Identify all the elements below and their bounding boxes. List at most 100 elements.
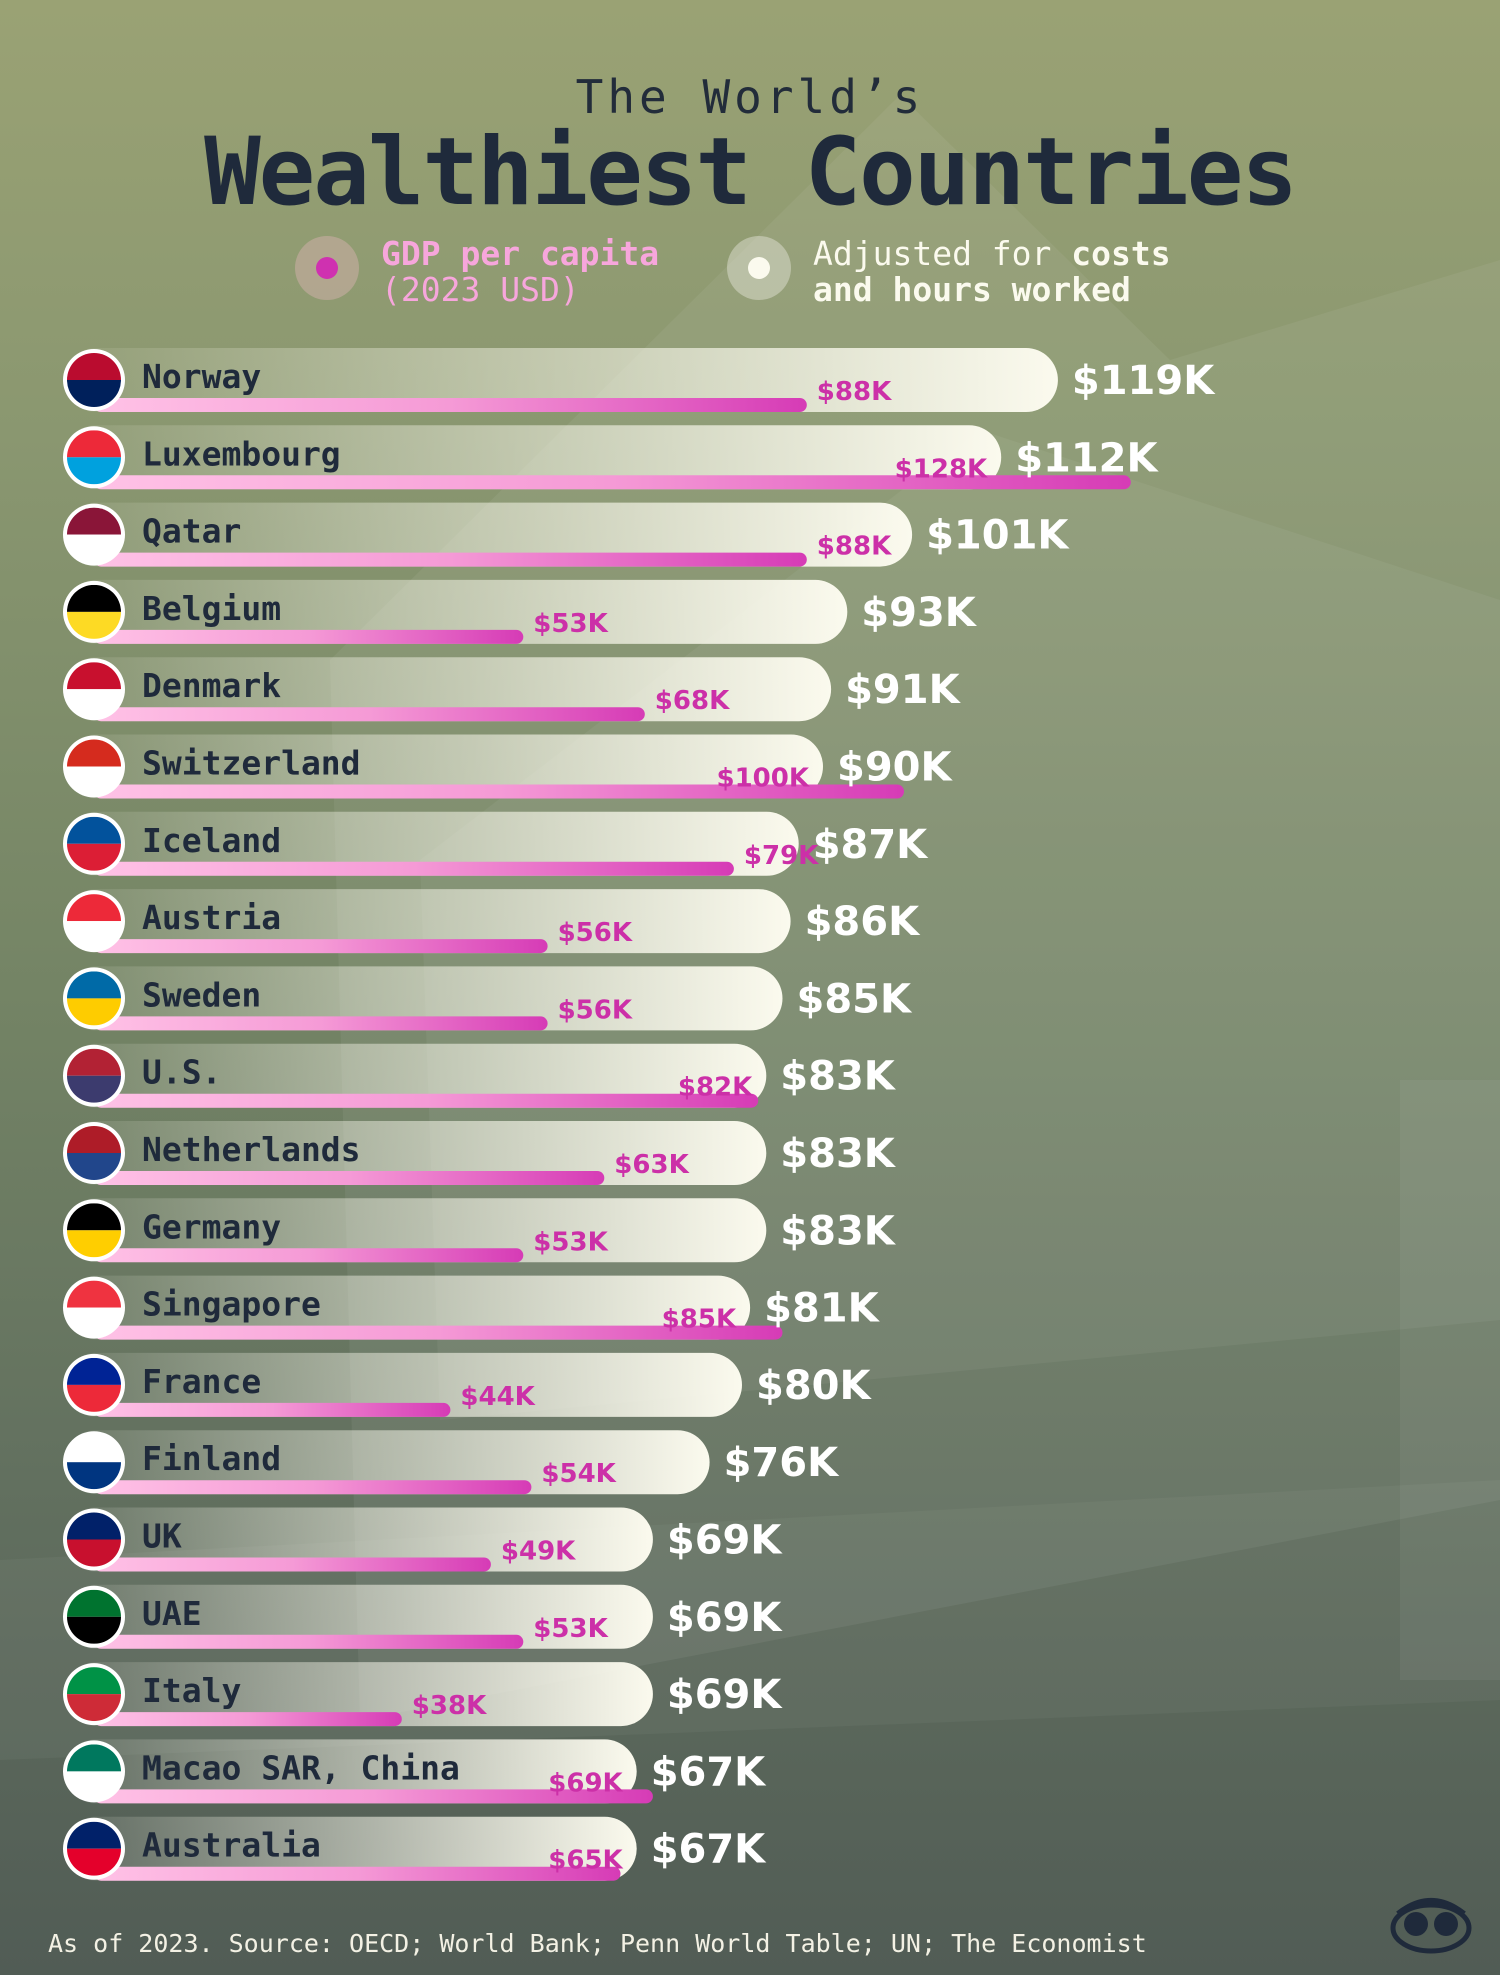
adjusted-value-label: $80K xyxy=(756,1363,872,1409)
gdp-bar xyxy=(94,707,645,722)
bar-row-switzerland: Switzerland $90K $100K xyxy=(63,734,953,799)
gdp-value-label: $49K xyxy=(501,1537,576,1567)
bar-row-belgium: Belgium $93K $53K xyxy=(63,579,978,644)
adjusted-bar xyxy=(64,811,799,876)
bar-row-australia: Australia $67K $65K xyxy=(63,1816,767,1881)
adjusted-bar xyxy=(64,1043,767,1108)
bar-row-sweden: Sweden $85K $56K xyxy=(63,966,913,1031)
country-label: Luxembourg xyxy=(142,434,341,473)
adjusted-value-label: $90K xyxy=(837,745,953,791)
adjusted-bar xyxy=(64,1352,742,1417)
gdp-bar xyxy=(94,1248,524,1263)
adjusted-bar xyxy=(64,348,1058,412)
adjusted-value-label: $101K xyxy=(926,513,1070,559)
bar-row-qatar: Qatar $101K $88K xyxy=(63,502,1070,567)
legend-gdp-dot-icon xyxy=(295,236,359,300)
legend-adjusted-dot-icon xyxy=(727,236,791,300)
adjusted-value-label: $87K xyxy=(813,822,929,868)
legend-adjusted-line2: and hours worked xyxy=(813,270,1131,309)
country-label: Netherlands xyxy=(142,1130,361,1169)
country-label: Germany xyxy=(142,1207,281,1246)
bar-row-netherlands: Netherlands $83K $63K xyxy=(63,1121,897,1185)
legend-gdp-label: GDP per capita (2023 USD) xyxy=(381,236,659,308)
adjusted-value-label: $119K xyxy=(1072,358,1216,404)
flag-icon xyxy=(63,1740,125,1803)
gdp-bar xyxy=(94,1093,759,1108)
gdp-bar xyxy=(94,1634,524,1649)
gdp-value-label: $100K xyxy=(716,764,809,794)
adjusted-value-label: $81K xyxy=(764,1286,880,1332)
gdp-value-label: $44K xyxy=(460,1382,535,1412)
gdp-bar xyxy=(94,1866,621,1881)
adjusted-value-label: $85K xyxy=(797,976,913,1022)
adjusted-bar xyxy=(64,889,791,954)
flag-icon xyxy=(63,349,125,411)
gdp-bar xyxy=(94,552,807,567)
adjusted-bar xyxy=(64,1584,653,1649)
bar-row-finland: Finland $76K $54K xyxy=(63,1430,840,1495)
adjusted-bar xyxy=(64,1198,767,1263)
bar-row-uk: UK $69K $49K xyxy=(63,1507,783,1572)
gdp-value-label: $56K xyxy=(558,995,633,1025)
flag-icon xyxy=(63,1353,125,1416)
country-label: Denmark xyxy=(142,666,281,705)
country-label: Belgium xyxy=(142,589,281,628)
adjusted-value-label: $76K xyxy=(724,1440,840,1486)
gdp-bar xyxy=(94,1171,605,1185)
bar-row-uae: UAE $69K $53K xyxy=(63,1584,783,1649)
gdp-value-label: $63K xyxy=(614,1150,689,1180)
publisher-logo-icon xyxy=(1390,1898,1472,1954)
adjusted-bar xyxy=(64,1662,653,1727)
adjusted-value-label: $69K xyxy=(667,1518,783,1564)
country-label: Norway xyxy=(142,357,261,396)
flag-icon xyxy=(63,890,125,953)
adjusted-value-label: $83K xyxy=(780,1208,896,1254)
adjusted-value-label: $83K xyxy=(780,1131,896,1177)
bar-row-france: France $80K $44K xyxy=(63,1352,872,1417)
legend-adjusted-bold: costs xyxy=(1071,234,1171,273)
country-label: Sweden xyxy=(142,975,261,1014)
legend-gdp-line2: (2023 USD) xyxy=(381,270,580,309)
adjusted-bar xyxy=(64,425,1002,490)
country-label: U.S. xyxy=(142,1053,221,1092)
bar-row-iceland: Iceland $87K$79K xyxy=(63,811,929,876)
flag-icon xyxy=(63,735,125,798)
gdp-bar xyxy=(94,939,548,954)
country-label: Italy xyxy=(142,1671,241,1710)
gdp-value-label: $38K xyxy=(412,1691,487,1721)
bar-row-denmark: Denmark $91K $68K xyxy=(63,657,962,722)
gdp-bar xyxy=(94,1325,783,1340)
gdp-value-label: $65K xyxy=(548,1846,623,1876)
gdp-value-label: $85K xyxy=(662,1305,737,1335)
legend-adjusted-prefix: Adjusted for xyxy=(813,234,1072,273)
adjusted-value-label: $83K xyxy=(780,1054,896,1100)
adjusted-value-label: $112K xyxy=(1015,435,1159,481)
gdp-bar xyxy=(94,475,1131,490)
gdp-bar xyxy=(94,629,524,644)
adjusted-value-label: $86K xyxy=(805,899,921,945)
bar-row-u-s-: U.S. $83K $82K xyxy=(63,1043,897,1108)
adjusted-bar xyxy=(64,1121,767,1185)
country-label: UAE xyxy=(142,1594,202,1633)
gdp-bar xyxy=(94,1480,532,1495)
country-label: France xyxy=(142,1362,261,1401)
gdp-bar xyxy=(94,1557,491,1572)
adjusted-bar xyxy=(64,1430,710,1495)
flag-icon xyxy=(63,580,125,643)
flag-icon xyxy=(63,1276,125,1339)
adjusted-value-label: $67K xyxy=(651,1827,767,1873)
flag-icon xyxy=(63,967,125,1030)
legend-adjusted: Adjusted for costs and hours worked xyxy=(727,236,1171,308)
flag-icon xyxy=(63,503,125,566)
gdp-bar xyxy=(94,1712,402,1727)
chart-title: Wealthiest Countries xyxy=(204,118,1298,227)
adjusted-value-label: $69K xyxy=(667,1595,783,1641)
adjusted-value-label: $93K xyxy=(861,590,977,636)
adjusted-bar xyxy=(64,966,783,1031)
gdp-value-label: $128K xyxy=(895,454,988,484)
country-label: Switzerland xyxy=(142,744,361,783)
bar-row-singapore: Singapore $81K $85K xyxy=(63,1275,881,1340)
adjusted-bar xyxy=(64,1275,751,1340)
bar-row-norway: Norway $119K $88K xyxy=(63,348,1216,412)
country-label: Iceland xyxy=(142,821,281,860)
